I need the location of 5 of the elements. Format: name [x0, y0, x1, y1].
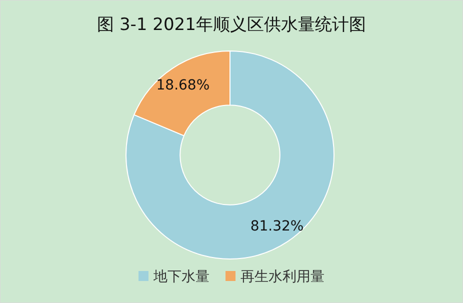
- legend-label: 再生水利用量: [240, 269, 324, 285]
- data-label: 81.32%: [250, 218, 304, 235]
- legend-label: 地下水量: [152, 269, 210, 285]
- data-label: 18.68%: [156, 77, 210, 94]
- chart-title: 图 3-1 2021年顺义区供水量统计图: [97, 15, 366, 35]
